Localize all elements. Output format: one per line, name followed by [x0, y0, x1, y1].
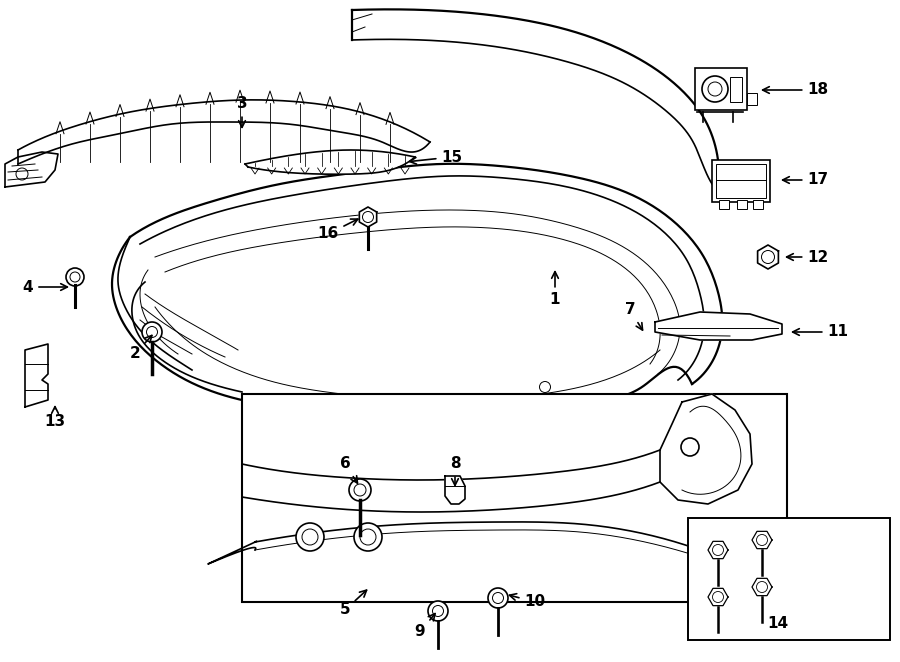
Text: 17: 17 — [783, 173, 829, 187]
Polygon shape — [359, 207, 377, 227]
Bar — [730, 77, 742, 102]
Text: 13: 13 — [44, 406, 66, 430]
Polygon shape — [752, 532, 772, 549]
Text: 7: 7 — [625, 303, 643, 330]
Polygon shape — [352, 10, 718, 192]
Text: 18: 18 — [762, 83, 829, 97]
Bar — [688, 518, 890, 640]
Text: 6: 6 — [339, 457, 357, 483]
Polygon shape — [5, 152, 58, 187]
Text: 5: 5 — [339, 590, 366, 618]
Text: 2: 2 — [130, 336, 152, 361]
Circle shape — [66, 268, 84, 286]
Polygon shape — [758, 245, 778, 269]
Bar — [242, 394, 787, 602]
Circle shape — [428, 601, 448, 621]
Circle shape — [142, 322, 162, 342]
Polygon shape — [25, 344, 48, 407]
Text: 12: 12 — [787, 250, 829, 265]
Polygon shape — [655, 312, 782, 340]
Bar — [737, 200, 747, 209]
Text: 16: 16 — [318, 219, 358, 242]
Polygon shape — [708, 542, 728, 559]
Text: 4: 4 — [22, 279, 68, 295]
Polygon shape — [752, 579, 772, 596]
Text: 1: 1 — [550, 271, 560, 308]
Text: 8: 8 — [450, 457, 460, 485]
Polygon shape — [708, 589, 728, 606]
Text: 14: 14 — [768, 616, 788, 632]
Circle shape — [296, 523, 324, 551]
Circle shape — [702, 76, 728, 102]
Bar — [712, 160, 770, 202]
Polygon shape — [445, 476, 465, 504]
Circle shape — [349, 479, 371, 501]
Text: 11: 11 — [793, 324, 849, 340]
Text: 9: 9 — [415, 614, 435, 639]
Bar — [753, 200, 763, 209]
Circle shape — [681, 438, 699, 456]
Bar — [747, 93, 757, 105]
Polygon shape — [245, 150, 415, 174]
Circle shape — [354, 523, 382, 551]
Text: 10: 10 — [509, 594, 545, 610]
Bar — [716, 164, 766, 198]
Text: 15: 15 — [410, 150, 463, 164]
Circle shape — [488, 588, 508, 608]
Polygon shape — [660, 394, 752, 504]
Text: 3: 3 — [237, 97, 248, 127]
Bar — [695, 68, 747, 110]
Bar — [719, 200, 729, 209]
